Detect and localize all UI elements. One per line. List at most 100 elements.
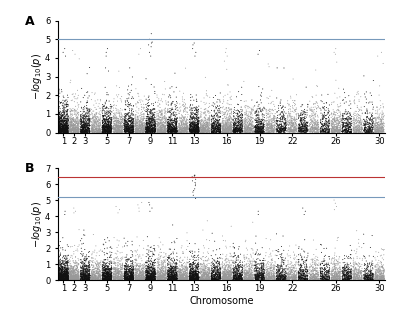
Point	[139, 123, 146, 128]
Point	[289, 130, 296, 135]
Point	[334, 277, 340, 282]
Point	[125, 239, 131, 244]
Point	[252, 130, 259, 135]
Point	[116, 85, 122, 90]
Point	[57, 125, 64, 130]
Point	[294, 117, 300, 122]
Point	[133, 274, 139, 279]
Point	[128, 274, 134, 279]
Point	[232, 127, 238, 132]
Point	[169, 276, 176, 281]
Point	[225, 264, 232, 269]
Point	[347, 127, 353, 132]
Point	[138, 110, 145, 115]
Point	[113, 272, 119, 277]
Point	[378, 270, 384, 275]
Point	[70, 122, 76, 127]
Point	[57, 274, 64, 279]
Point	[104, 275, 110, 280]
Point	[67, 116, 73, 121]
Point	[84, 100, 90, 105]
Point	[160, 269, 167, 274]
Point	[106, 266, 112, 272]
Point	[192, 268, 198, 273]
Point	[130, 109, 136, 114]
Point	[322, 122, 328, 127]
Point	[256, 128, 263, 133]
Point	[74, 273, 80, 279]
Point	[256, 129, 263, 134]
Point	[104, 267, 110, 273]
Point	[64, 122, 70, 127]
Point	[140, 265, 147, 271]
Point	[173, 273, 179, 278]
Point	[113, 268, 119, 273]
Point	[281, 273, 287, 279]
Point	[63, 117, 69, 122]
Point	[102, 265, 108, 270]
Point	[217, 273, 224, 278]
Point	[92, 91, 98, 96]
Point	[299, 274, 306, 280]
Point	[88, 263, 95, 268]
Point	[264, 123, 270, 128]
Point	[63, 122, 70, 127]
Point	[188, 274, 194, 279]
Point	[306, 275, 313, 280]
Point	[137, 126, 144, 131]
Point	[258, 265, 264, 270]
Point	[158, 273, 164, 278]
Point	[132, 129, 138, 134]
Point	[350, 128, 357, 133]
Point	[65, 274, 71, 279]
Point	[133, 127, 139, 132]
Point	[73, 112, 79, 117]
Point	[224, 272, 230, 277]
Point	[64, 275, 70, 280]
Point	[123, 276, 130, 281]
Point	[184, 268, 190, 273]
Point	[193, 258, 199, 263]
Point	[266, 117, 273, 123]
Point	[160, 255, 166, 260]
Point	[181, 269, 187, 274]
Point	[170, 277, 177, 282]
Point	[196, 116, 202, 121]
Point	[341, 124, 347, 129]
Point	[183, 122, 189, 127]
Point	[139, 273, 145, 278]
Point	[335, 261, 342, 266]
Point	[68, 273, 75, 278]
Point	[219, 110, 225, 116]
Point	[177, 269, 184, 274]
Point	[160, 275, 166, 280]
Point	[151, 127, 158, 132]
Point	[357, 116, 364, 121]
Point	[223, 126, 230, 132]
Point	[125, 128, 131, 134]
Point	[331, 128, 338, 133]
Point	[161, 259, 168, 264]
Point	[67, 127, 73, 132]
Point	[188, 270, 194, 275]
Point	[226, 272, 232, 277]
Point	[275, 264, 281, 269]
Point	[228, 128, 235, 133]
Point	[334, 129, 341, 134]
Point	[333, 275, 339, 281]
Point	[57, 277, 63, 282]
Point	[118, 129, 125, 134]
Point	[67, 274, 73, 280]
Point	[200, 274, 206, 280]
Point	[344, 117, 351, 122]
Point	[59, 128, 65, 133]
Point	[361, 128, 367, 133]
Point	[268, 257, 275, 262]
Point	[272, 114, 278, 119]
Point	[336, 274, 342, 279]
Point	[242, 121, 248, 126]
Point	[240, 113, 246, 118]
Point	[115, 277, 121, 282]
Point	[168, 125, 175, 130]
Point	[124, 266, 130, 272]
